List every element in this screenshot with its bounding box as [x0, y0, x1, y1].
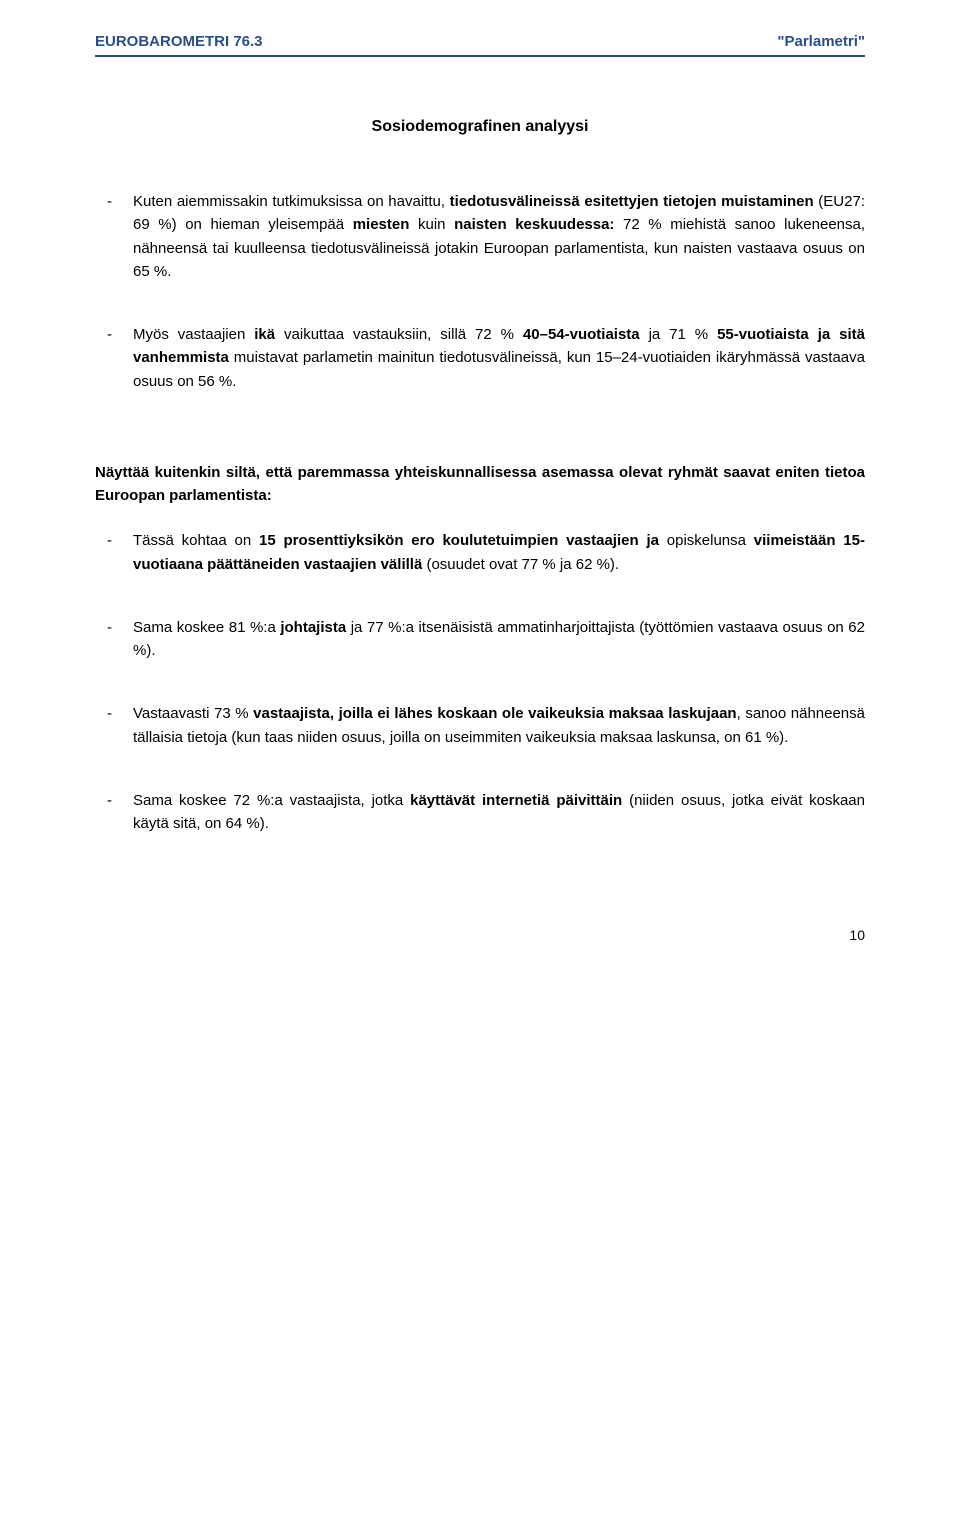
bullet-text: Kuten aiemmissakin tutkimuksissa on hava…	[133, 190, 865, 283]
text-run: Tässä kohtaa on	[133, 532, 259, 549]
header-left: EUROBAROMETRI 76.3	[95, 30, 263, 53]
lead-paragraph: Näyttää kuitenkin siltä, että paremmassa…	[95, 461, 865, 508]
bullet-text: Myös vastaajien ikä vaikuttaa vastauksii…	[133, 323, 865, 393]
bullet-dash: -	[95, 616, 133, 663]
bold-run: käyttävät internetiä päivittäin	[410, 792, 622, 809]
text-run: opiskelunsa	[659, 532, 754, 549]
text-run: vaikuttaa vastauksiin, sillä 72 %	[275, 326, 523, 343]
header-right: "Parlametri"	[777, 30, 865, 53]
bold-run: johtajista	[280, 619, 346, 636]
text-run: ja 71 %	[640, 326, 717, 343]
bullet-item: -Tässä kohtaa on 15 prosenttiyksikön ero…	[95, 529, 865, 576]
bullet-dash: -	[95, 702, 133, 749]
text-run: Vastaavasti 73 %	[133, 705, 253, 722]
bullet-item: -Sama koskee 72 %:a vastaajista, jotka k…	[95, 789, 865, 836]
bold-run: 40–54-vuotiaista	[523, 326, 640, 343]
bullet-text: Sama koskee 72 %:a vastaajista, jotka kä…	[133, 789, 865, 836]
bullet-dash: -	[95, 789, 133, 836]
page-number: 10	[95, 925, 865, 947]
bullet-text: Vastaavasti 73 % vastaajista, joilla ei …	[133, 702, 865, 749]
text-run: Sama koskee 72 %:a vastaajista, jotka	[133, 792, 410, 809]
document-title: Sosiodemografinen analyysi	[95, 115, 865, 140]
bullet-item: -Vastaavasti 73 % vastaajista, joilla ei…	[95, 702, 865, 749]
bullet-item: -Sama koskee 81 %:a johtajista ja 77 %:a…	[95, 616, 865, 663]
bullet-item: -Myös vastaajien ikä vaikuttaa vastauksi…	[95, 323, 865, 393]
text-run: kuin	[409, 216, 454, 233]
bold-run: 15 prosenttiyksikön ero koulutetuimpien …	[259, 532, 659, 549]
bold-run: miesten	[353, 216, 410, 233]
bullet-list-bottom: -Tässä kohtaa on 15 prosenttiyksikön ero…	[95, 529, 865, 835]
text-run: Myös vastaajien	[133, 326, 254, 343]
text-run: (osuudet ovat 77 % ja 62 %).	[422, 556, 619, 573]
bold-run: tiedotusvälineissä esitettyjen tietojen …	[450, 193, 814, 210]
text-run: Kuten aiemmissakin tutkimuksissa on hava…	[133, 193, 450, 210]
bullet-dash: -	[95, 323, 133, 393]
bullet-text: Tässä kohtaa on 15 prosenttiyksikön ero …	[133, 529, 865, 576]
bold-run: naisten keskuudessa:	[454, 216, 614, 233]
bullet-list-top: -Kuten aiemmissakin tutkimuksissa on hav…	[95, 190, 865, 393]
bullet-item: -Kuten aiemmissakin tutkimuksissa on hav…	[95, 190, 865, 283]
text-run: muistavat parlametin mainitun tiedotusvä…	[133, 349, 865, 389]
bullet-dash: -	[95, 529, 133, 576]
bold-run: ikä	[254, 326, 275, 343]
spacer	[95, 433, 865, 461]
page: EUROBAROMETRI 76.3 "Parlametri" Sosiodem…	[0, 0, 960, 987]
bullet-dash: -	[95, 190, 133, 283]
page-header: EUROBAROMETRI 76.3 "Parlametri"	[95, 30, 865, 57]
bold-run: vastaajista, joilla ei lähes koskaan ole…	[253, 705, 736, 722]
text-run: Sama koskee 81 %:a	[133, 619, 280, 636]
bullet-text: Sama koskee 81 %:a johtajista ja 77 %:a …	[133, 616, 865, 663]
